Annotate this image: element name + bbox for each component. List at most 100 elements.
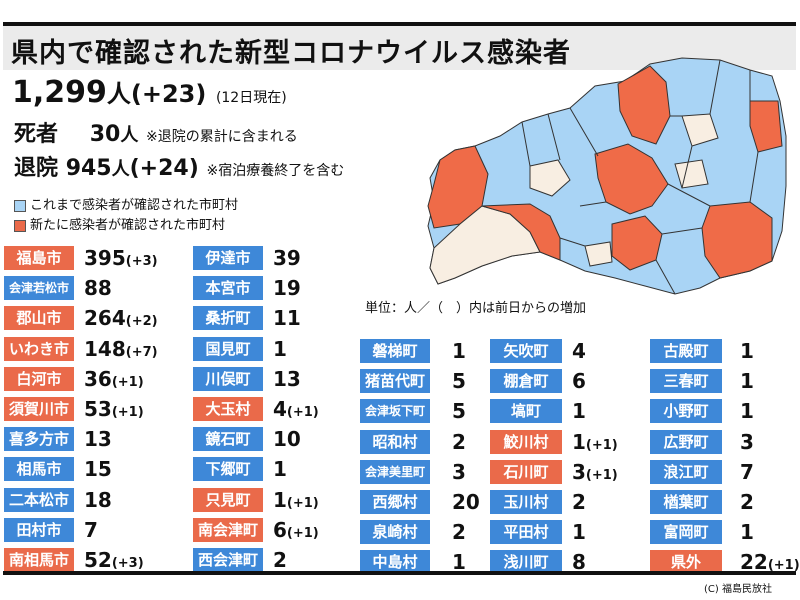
count-value: 2 bbox=[273, 548, 287, 572]
total-diff: (+23) bbox=[130, 80, 207, 108]
municipality-row: 三春町 1 bbox=[650, 369, 800, 394]
count-value: 2 bbox=[452, 429, 466, 454]
municipality-row: 会津若松市 88 bbox=[4, 276, 174, 301]
municipality-count: 264(+2) bbox=[84, 306, 158, 330]
municipality-row: 楢葉町 2 bbox=[650, 490, 800, 514]
municipality-name: 塙町 bbox=[490, 399, 562, 424]
municipality-count: 20 bbox=[452, 490, 480, 514]
municipality-name: 棚倉町 bbox=[490, 369, 562, 394]
municipality-count: 1 bbox=[740, 399, 754, 423]
municipality-name: 広野町 bbox=[650, 429, 722, 454]
municipality-count: 1 bbox=[740, 520, 754, 544]
municipality-name: 只見町 bbox=[193, 487, 263, 512]
map-region-beige-1 bbox=[529, 159, 571, 197]
municipality-row: 川俣町 13 bbox=[193, 366, 363, 391]
municipality-name: 南相馬市 bbox=[4, 548, 74, 572]
municipality-count: 52(+3) bbox=[84, 548, 144, 572]
municipality-row: 大玉村 4(+1) bbox=[193, 397, 363, 421]
count-diff: (+1) bbox=[286, 495, 319, 511]
municipality-count: 1 bbox=[572, 520, 586, 544]
municipality-row: 只見町 1(+1) bbox=[193, 487, 363, 512]
municipality-count: 1 bbox=[572, 399, 586, 423]
count-diff: (+1) bbox=[111, 405, 144, 420]
map-region-central bbox=[594, 143, 669, 215]
municipality-name: 田村市 bbox=[4, 517, 74, 542]
count-value: 6 bbox=[572, 369, 586, 394]
discharged-diff: (+24) bbox=[129, 156, 199, 181]
municipality-row: 富岡町 1 bbox=[650, 520, 800, 545]
municipality-name: 小野町 bbox=[650, 399, 722, 424]
count-value: 148 bbox=[84, 336, 126, 361]
count-value: 36 bbox=[84, 366, 112, 391]
municipality-row: 古殿町 1 bbox=[650, 339, 800, 363]
municipality-count: 53(+1) bbox=[84, 397, 144, 421]
discharged-value: 945 bbox=[65, 156, 112, 181]
municipality-count: 2 bbox=[273, 548, 287, 572]
count-diff: (+1) bbox=[767, 558, 800, 574]
municipality-name: 矢吹町 bbox=[490, 339, 562, 363]
municipality-name: 鮫川村 bbox=[490, 429, 562, 454]
prefecture-map bbox=[427, 57, 787, 295]
count-value: 7 bbox=[84, 517, 98, 542]
count-value: 18 bbox=[84, 487, 112, 512]
municipality-name: 鏡石町 bbox=[193, 427, 263, 452]
count-diff: (+3) bbox=[111, 556, 144, 571]
municipality-count: 36(+1) bbox=[84, 367, 144, 391]
municipality-name: 喜多方市 bbox=[4, 427, 74, 452]
municipality-name: 本宮市 bbox=[193, 276, 263, 301]
municipality-row: 県外 22(+1) bbox=[650, 550, 800, 575]
deaths-unit: 人 bbox=[120, 125, 139, 146]
municipality-name: 古殿町 bbox=[650, 339, 722, 363]
municipality-row: 田村市 7 bbox=[4, 517, 174, 542]
count-value: 1 bbox=[572, 399, 586, 424]
municipality-row: 昭和村 2 bbox=[360, 429, 542, 454]
municipality-row: いわき市 148(+7) bbox=[4, 336, 174, 361]
count-value: 6 bbox=[273, 517, 287, 542]
discharged-label: 退院 bbox=[14, 156, 59, 181]
deaths: 死者 30人 ※退院の累計に含まれる bbox=[14, 116, 298, 148]
municipality-name: 南会津町 bbox=[193, 517, 263, 542]
municipality-count: 8 bbox=[572, 550, 586, 574]
municipality-name: 磐梯町 bbox=[360, 339, 430, 363]
municipality-count: 1 bbox=[452, 550, 466, 574]
legend-blue-swatch bbox=[14, 199, 26, 212]
count-value: 1 bbox=[740, 369, 754, 394]
municipality-count: 2 bbox=[452, 520, 466, 544]
municipality-count: 1 bbox=[273, 337, 287, 361]
total-unit: 人 bbox=[106, 80, 131, 108]
legend-orange: 新たに感染者が確認された市町村 bbox=[14, 214, 225, 233]
municipality-count: 2 bbox=[740, 490, 754, 514]
municipality-name: 郡山市 bbox=[4, 306, 74, 331]
count-value: 13 bbox=[273, 366, 301, 391]
map-region-beige-4 bbox=[584, 241, 613, 267]
deaths-value: 30 bbox=[89, 122, 121, 147]
count-value: 1 bbox=[452, 550, 466, 575]
municipality-count: 2 bbox=[452, 430, 466, 454]
count-value: 20 bbox=[452, 490, 480, 514]
deaths-label: 死者 bbox=[14, 122, 59, 147]
count-diff: (+1) bbox=[585, 467, 618, 483]
municipality-count: 6 bbox=[572, 369, 586, 393]
municipality-name: 楢葉町 bbox=[650, 490, 722, 514]
municipality-name: 泉崎村 bbox=[360, 520, 430, 545]
municipality-row: 相馬市 15 bbox=[4, 457, 174, 482]
municipality-row: 二本松市 18 bbox=[4, 487, 174, 512]
municipality-name: 会津若松市 bbox=[4, 276, 74, 301]
discharged-note: ※宿泊療養終了を含む bbox=[206, 163, 345, 179]
municipality-count: 5 bbox=[452, 399, 466, 423]
municipality-row: 磐梯町 1 bbox=[360, 339, 542, 363]
count-diff: (+3) bbox=[125, 254, 158, 269]
municipality-name: 二本松市 bbox=[4, 487, 74, 512]
count-value: 53 bbox=[84, 397, 112, 421]
municipality-count: 1 bbox=[740, 369, 754, 393]
count-value: 8 bbox=[572, 550, 586, 575]
total-date: (12日現在) bbox=[215, 90, 287, 106]
municipality-name: 県外 bbox=[650, 550, 722, 575]
count-value: 13 bbox=[84, 427, 112, 452]
municipality-row: 石川町 3(+1) bbox=[490, 459, 662, 484]
municipality-name: 会津坂下町 bbox=[360, 399, 430, 424]
municipality-name: 須賀川市 bbox=[4, 397, 74, 421]
count-value: 52 bbox=[84, 548, 112, 572]
municipality-name: 平田村 bbox=[490, 520, 562, 545]
legend-blue: これまで感染者が確認された市町村 bbox=[14, 194, 238, 213]
